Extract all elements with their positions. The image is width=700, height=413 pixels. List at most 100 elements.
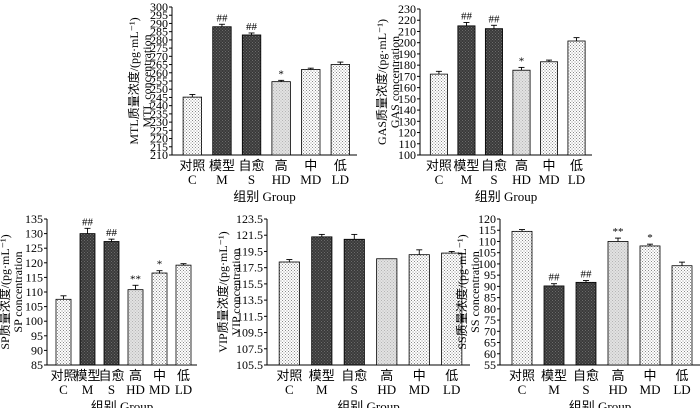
gas-y-tick-label: 100 <box>398 148 416 162</box>
vip-x-tick-label-cn: 自愈 <box>341 368 367 383</box>
vip-x-axis-label: 组别 Group <box>337 399 399 408</box>
mtl-y-tick-label: 220 <box>150 132 168 146</box>
vip-x-tick-label-en: C <box>285 382 294 397</box>
sp-x-tick-label-cn: 对照 <box>50 368 76 383</box>
mtl-bar-LD <box>330 64 351 156</box>
vip-x-tick-label-en: M <box>316 382 328 397</box>
sp-bar-LD <box>175 264 192 366</box>
sp-y-tick-label: 100 <box>25 314 43 328</box>
gas-x-tick-label-cn: 自愈 <box>481 158 507 173</box>
sp-x-tick-label-en: C <box>59 382 68 397</box>
vip-x-tick-label-en: LD <box>443 382 460 397</box>
gas-y-tick-label: 120 <box>398 126 416 140</box>
gas-x-tick-label-en: S <box>490 172 497 187</box>
mtl-y-axis-label-en: MTL concentration <box>140 34 154 127</box>
ss-y-tick-label: 70 <box>484 324 496 338</box>
vip-x-tick-label-en: MD <box>409 382 430 397</box>
ss-y-axis-label-cn: SS质量浓度/(pg·mL⁻¹) <box>454 234 469 349</box>
sp-x-tick-label-en: M <box>82 382 94 397</box>
gas-bar-S <box>484 28 503 156</box>
sp-bar-HD <box>127 289 144 366</box>
mtl-y-tick-label: 260 <box>150 66 168 80</box>
sp-x-tick-label-cn: 低 <box>177 368 190 383</box>
vip-bar-C <box>278 261 300 366</box>
gas-y-axis-label-en: GAS concentration <box>388 36 402 128</box>
gas-bar-C <box>429 73 448 156</box>
sp-y-tick-label: 125 <box>25 241 43 255</box>
ss-bar-LD <box>671 265 693 366</box>
ss-y-tick-label: 60 <box>484 347 496 361</box>
mtl-x-axis-label: 组别 Group <box>233 189 295 204</box>
mtl-bar-MD <box>301 69 321 156</box>
mtl-y-tick-label: 295 <box>150 8 168 22</box>
sp-bar-MD <box>151 272 168 366</box>
vip-y-tick-label: 105.5 <box>236 358 263 372</box>
vip-x-tick-label-cn: 模型 <box>309 368 335 383</box>
mtl-x-tick-label-en: HD <box>272 172 291 187</box>
ss-x-tick-label-cn: 中 <box>643 368 656 383</box>
vip-bar-S <box>343 238 365 366</box>
mtl-significance-label: ## <box>216 12 228 24</box>
ss-x-tick-label-en: HD <box>609 382 628 397</box>
mtl-y-tick-label: 230 <box>150 115 168 129</box>
gas-y-tick-label: 170 <box>398 69 416 83</box>
gas-y-tick-label: 210 <box>398 24 416 38</box>
sp-significance-label: ## <box>82 216 94 228</box>
gas-y-tick-label: 200 <box>398 36 416 50</box>
ss-x-tick-label-cn: 低 <box>675 368 688 383</box>
mtl-y-axis-label-cn: MTL质量浓度/(pg·mL⁻¹) <box>126 17 141 144</box>
gas-x-tick-label-en: LD <box>568 172 585 187</box>
gas-bar-HD <box>512 69 531 156</box>
sp-y-axis-label-cn: SP质量浓度/(pg·mL⁻¹) <box>0 234 12 349</box>
mtl-y-tick-label: 255 <box>150 74 168 88</box>
vip-x-tick-label-en: S <box>351 382 358 397</box>
mtl-y-tick-label: 235 <box>150 107 168 121</box>
vip-y-tick-label: 119.5 <box>236 244 263 258</box>
gas-chart: 1001101201301401501601701801902002102202… <box>374 2 592 204</box>
mtl-y-tick-label: 210 <box>150 148 168 162</box>
sp-y-tick-label: 135 <box>25 212 43 226</box>
gas-significance-label: ## <box>488 13 500 25</box>
gas-bar-LD <box>567 40 586 156</box>
ss-bar-S <box>575 281 597 366</box>
sp-bar-C <box>55 298 72 366</box>
mtl-x-tick-label-cn: 模型 <box>209 158 235 173</box>
gas-bar-M <box>457 25 476 156</box>
ss-bar-M <box>543 285 565 366</box>
sp-bar-M <box>79 233 96 366</box>
ss-y-tick-label: 80 <box>484 302 496 316</box>
mtl-y-tick-label: 280 <box>150 33 168 47</box>
sp-y-tick-label: 110 <box>25 285 43 299</box>
ss-x-tick-label-cn: 模型 <box>541 368 567 383</box>
gas-y-tick-label: 160 <box>398 81 416 95</box>
vip-x-tick-label-cn: 对照 <box>276 368 302 383</box>
sp-x-tick-label-cn: 模型 <box>74 368 100 383</box>
vip-y-tick-label: 115.5 <box>236 277 263 291</box>
gas-y-tick-label: 110 <box>398 137 416 151</box>
vip-bar-MD <box>408 254 430 366</box>
vip-y-tick-label: 111.5 <box>237 309 263 323</box>
sp-y-tick-label: 95 <box>31 329 43 343</box>
vip-chart: 105.5 107.5 109.5 111.5 113.5 115.5 117.5 119.5… <box>215 212 470 413</box>
gas-y-tick-label: 190 <box>398 47 416 61</box>
mtl-bar-HD <box>271 81 291 156</box>
sp-x-tick-label-en: HD <box>126 382 145 397</box>
vip-y-tick-label: 107.5 <box>236 342 263 356</box>
mtl-y-tick-label: 240 <box>150 99 168 113</box>
vip-y-tick-label: 123.5 <box>236 212 263 226</box>
sp-y-tick-label: 85 <box>31 358 43 372</box>
gas-x-axis-label: 组别 Group <box>475 189 537 204</box>
mtl-x-tick-label-en: S <box>248 172 255 187</box>
sp-y-tick-label: 90 <box>31 343 43 357</box>
mtl-y-tick-label: 285 <box>150 25 168 39</box>
vip-x-tick-label-cn: 中 <box>413 368 426 383</box>
mtl-y-tick-label: 265 <box>150 58 168 72</box>
mtl-bar-M <box>212 26 232 156</box>
mtl-y-tick-label: 300 <box>150 0 168 14</box>
ss-x-tick-label-en: M <box>548 382 560 397</box>
gas-y-tick-label: 220 <box>398 13 416 27</box>
gas-y-axis-label-cn: GAS质量浓度/(pg·mL⁻¹) <box>374 19 389 145</box>
sp-x-tick-label-cn: 高 <box>129 368 142 383</box>
sp-y-axis-label-en: SP concentration <box>11 251 25 332</box>
